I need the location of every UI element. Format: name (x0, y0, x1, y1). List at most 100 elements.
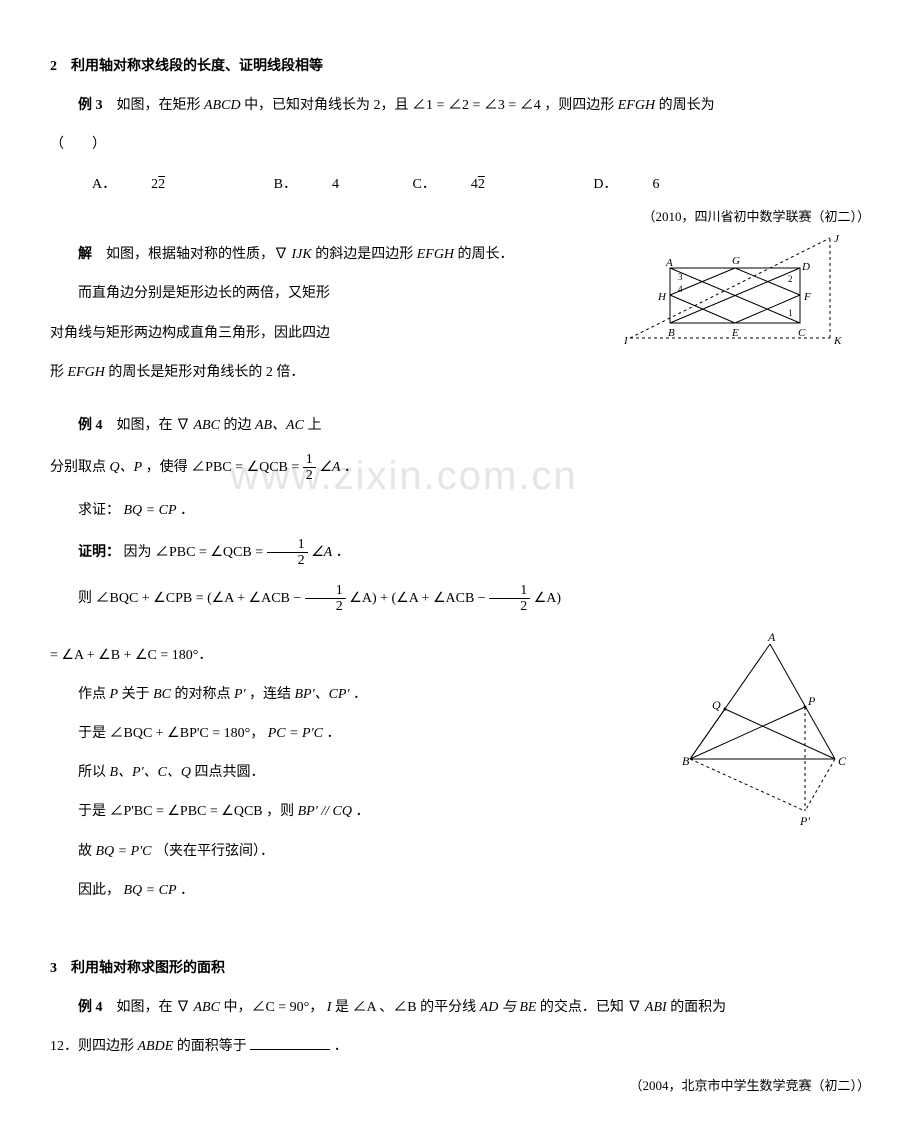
pf-l2: 则 ∠BQC + ∠CPB = (∠A + ∠ACB − (78, 591, 305, 606)
sol-l4b: 的周长是矩形对角线长的 2 倍． (108, 365, 304, 380)
ex4-angleA: ∠A (319, 460, 340, 475)
sec2-num: 2 (50, 59, 57, 74)
ex4-line2: 分别取点 Q、P ，使得 ∠PBC = ∠QCB = 12 ∠A ． (50, 452, 870, 484)
s3-ex4-label: 例 4 (78, 1000, 103, 1015)
sec3-ex4-l2: 12．则四边形 ABDE 的面积等于 ． (50, 1034, 870, 1059)
svg-text:P': P' (799, 814, 810, 828)
ex4-dot: ． (344, 460, 358, 475)
pf-l4c: 的对称点 (174, 687, 234, 702)
s3-t1: 如图，在 ∇ (117, 1000, 191, 1015)
pf-l6-pts: B、P'、C、Q (110, 765, 192, 780)
svg-text:F: F (803, 291, 811, 303)
content: 2 利用轴对称求线段的长度、证明线段相等 例 3 如图，在矩形 ABCD 中，已… (50, 54, 870, 1097)
ex4-l2a: 分别取点 (50, 460, 110, 475)
prove-eq: BQ = CP (124, 503, 177, 518)
pf-l3: = ∠A + ∠B + ∠C = 180°． (50, 643, 660, 668)
sol-l1-efgh: EFGH (417, 247, 454, 262)
ex3-options: A．22 B．4 C．42 D．6 (50, 172, 870, 197)
svg-text:H: H (657, 291, 667, 303)
ex4-abc: ABC (194, 418, 220, 433)
s3-t5: 的面积为 (670, 1000, 726, 1015)
ex3-solution-row: 解 如图，根据轴对称的性质，∇ IJK 的斜边是四边形 EFGH 的周长． 而直… (50, 228, 870, 399)
pf-l7a: 于是 ∠P'BC = ∠PBC = ∠QCB ，则 (78, 804, 298, 819)
ex4-seg1: AB、AC (255, 418, 304, 433)
ex3-t3: 的周长为 (659, 98, 715, 113)
pf-l1a: 因为 ∠PBC = ∠QCB = (124, 545, 267, 560)
svg-text:Q: Q (712, 698, 721, 712)
proof-l2: 则 ∠BQC + ∠CPB = (∠A + ∠ACB − 12 ∠A) + (∠… (50, 583, 870, 615)
sol-l1a: 如图，根据轴对称的性质，∇ (106, 247, 288, 262)
prove-dot: ． (180, 503, 194, 518)
s3-t3: 是 ∠A 、∠B 的平分线 (335, 1000, 480, 1015)
sec2-title: 利用轴对称求线段的长度、证明线段相等 (71, 59, 323, 74)
ex4-line1: 例 4 如图，在 ∇ ABC 的边 AB、AC 上 (50, 413, 870, 438)
pf-l8a: 故 (78, 844, 96, 859)
optD-v: 6 (652, 177, 659, 192)
sec3-num: 3 (50, 961, 57, 976)
svg-text:D: D (801, 261, 810, 273)
pf-l5a: 于是 ∠BQC + ∠BP'C = 180°， (78, 726, 264, 741)
s3-t4: 的交点．已知 ∇ (540, 1000, 642, 1015)
s3-abde: ABDE (138, 1039, 174, 1054)
optC-l: C． (412, 177, 435, 192)
section3-heading: 3 利用轴对称求图形的面积 (50, 956, 870, 981)
sec3-title: 利用轴对称求图形的面积 (71, 961, 225, 976)
blank-line (250, 1035, 330, 1050)
prove-label: 求证： (78, 503, 120, 518)
pf-l2c: ∠A) (534, 591, 561, 606)
proof-rest-row: = ∠A + ∠B + ∠C = 180°． 作点 P 关于 BC 的对称点 P… (50, 629, 870, 917)
pf-l9-eq: BQ = CP (124, 883, 177, 898)
svg-text:I: I (623, 335, 629, 347)
example3-statement: 例 3 如图，在矩形 ABCD 中，已知对角线长为 2，且 ∠1 = ∠2 = … (50, 93, 870, 118)
pf-l4e: ． (353, 687, 367, 702)
pf-l6b: 四点共圆． (195, 765, 265, 780)
pf-l1-aA: ∠A (311, 545, 332, 560)
optD-l: D． (593, 177, 617, 192)
sol-l2: 而直角边分别是矩形边长的两倍，又矩形 (50, 281, 600, 306)
s3-I: I (327, 1000, 332, 1015)
optA-l: A． (92, 177, 116, 192)
svg-text:3: 3 (678, 272, 683, 282)
sec3-ex4-l1: 例 4 如图，在 ∇ ABC 中，∠C = 90°， I 是 ∠A 、∠B 的平… (50, 995, 870, 1020)
pf-l4d: ，连结 (249, 687, 295, 702)
ex4-l2b: ，使得 ∠PBC = ∠QCB = (146, 460, 303, 475)
ex4-qp: Q、P (110, 460, 143, 475)
ex3-source: （2010，四川省初中数学联赛（初二）） (642, 209, 870, 224)
figure-rect-ijk: A G D H F B E C I J K 3 4 2 1 (610, 228, 860, 378)
figure-triangle-abc: A B C Q P P' (670, 629, 860, 839)
svg-text:E: E (731, 327, 739, 339)
s3-abi: ABI (645, 1000, 667, 1015)
s3-dot: ． (334, 1039, 348, 1054)
pf-l9a: 因此， (78, 883, 120, 898)
s3-l2a: 12．则四边形 (50, 1039, 138, 1054)
ex4-t1: 如图，在 ∇ (117, 418, 191, 433)
ex4-label: 例 4 (78, 418, 103, 433)
ex3-abcd: ABCD (204, 98, 241, 113)
pf-l7-para: BP' // CQ (298, 804, 352, 819)
sec3-source: （2004，北京市中学生数学竞赛（初二）） (50, 1074, 870, 1097)
ex4-t2: 的边 (223, 418, 255, 433)
svg-text:A: A (767, 630, 776, 644)
svg-text:C: C (798, 327, 806, 339)
ex3-efgh: EFGH (618, 98, 655, 113)
ex3-source-row: （2010，四川省初中数学联赛（初二）） (50, 205, 870, 228)
sol-label: 解 (78, 247, 92, 262)
pf-l4-Pp: P' (234, 687, 246, 702)
s3-l2b: 的面积等于 (177, 1039, 247, 1054)
pf-l5-eq: PC = P'C (268, 726, 323, 741)
ex3-label: 例 3 (78, 98, 103, 113)
pf-l4-BC: BC (153, 687, 171, 702)
svg-text:A: A (665, 257, 673, 269)
s3-abc: ABC (194, 1000, 220, 1015)
prove: 求证： BQ = CP ． (50, 498, 870, 523)
pf-l6a: 所以 (78, 765, 110, 780)
pf-l4a: 作点 (78, 687, 110, 702)
svg-text:2: 2 (788, 274, 793, 284)
svg-text:4: 4 (678, 284, 683, 294)
optB-l: B． (274, 177, 297, 192)
ex3-t2: 中，已知对角线长为 2，且 ∠1 = ∠2 = ∠3 = ∠4 ，则四边形 (244, 98, 618, 113)
svg-text:P: P (807, 694, 816, 708)
pf-l8-eq: BQ = P'C (96, 844, 152, 859)
sol-l1b: 的斜边是四边形 (315, 247, 417, 262)
ex4-t3: 上 (307, 418, 321, 433)
